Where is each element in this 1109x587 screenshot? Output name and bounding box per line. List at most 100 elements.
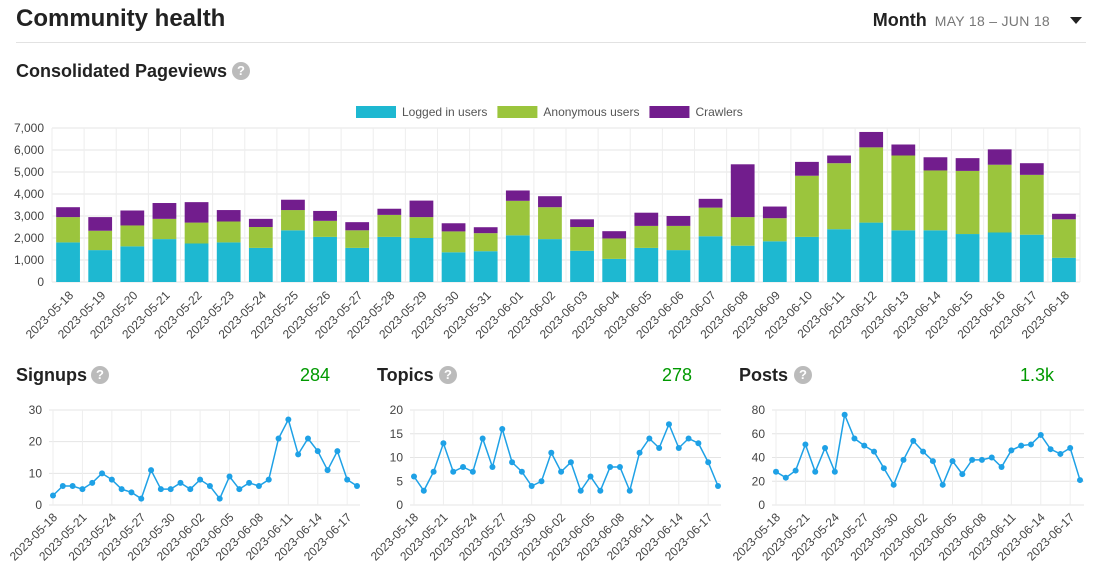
- bar: [345, 230, 370, 248]
- y-tick-label: 20: [752, 474, 766, 488]
- data-point: [861, 442, 868, 449]
- data-point: [646, 435, 653, 442]
- bar: [891, 155, 916, 231]
- bar: [602, 238, 627, 259]
- bar: [377, 208, 402, 215]
- bar: [955, 234, 980, 282]
- data-point: [1047, 446, 1054, 453]
- data-point: [1067, 445, 1074, 451]
- data-point: [792, 467, 799, 474]
- period-selector[interactable]: Month MAY 18 – JUN 18: [873, 10, 1086, 31]
- data-point: [890, 481, 897, 488]
- bar: [441, 252, 466, 282]
- data-point: [509, 459, 516, 466]
- data-point: [880, 465, 887, 472]
- data-point: [939, 481, 946, 488]
- y-tick-label: 0: [37, 275, 44, 289]
- bar: [987, 149, 1012, 165]
- bar: [955, 170, 980, 235]
- bar: [762, 218, 787, 242]
- data-point: [920, 448, 927, 455]
- bar: [184, 243, 209, 282]
- bar: [987, 232, 1012, 282]
- data-point: [314, 448, 321, 455]
- bar: [120, 246, 145, 282]
- bar: [441, 231, 466, 253]
- bar: [698, 198, 723, 208]
- data-point: [79, 486, 86, 493]
- y-tick-label: 20: [390, 403, 404, 417]
- question-circle-icon[interactable]: ?: [232, 62, 250, 80]
- y-tick-label: 0: [35, 498, 42, 512]
- legend-swatch: [649, 106, 690, 118]
- data-point: [334, 448, 341, 455]
- bar: [730, 217, 755, 246]
- bar: [859, 222, 884, 282]
- bar: [795, 161, 819, 176]
- bar: [538, 239, 562, 282]
- data-point: [440, 440, 447, 447]
- bar: [795, 236, 819, 282]
- bar: [409, 200, 434, 218]
- data-point: [246, 479, 253, 486]
- data-point: [99, 470, 106, 477]
- data-point: [969, 456, 976, 463]
- legend-swatch: [497, 106, 538, 118]
- bar: [88, 230, 113, 251]
- data-point: [50, 492, 56, 499]
- data-point: [59, 483, 66, 489]
- y-tick-label: 3,000: [14, 209, 44, 223]
- bar: [281, 199, 305, 211]
- data-point: [411, 473, 417, 480]
- data-point: [597, 487, 604, 494]
- bar: [859, 131, 884, 148]
- bar: [88, 217, 113, 231]
- data-point: [538, 478, 545, 485]
- data-point: [197, 476, 204, 483]
- question-circle-icon[interactable]: ?: [91, 366, 109, 384]
- data-point: [295, 451, 302, 458]
- data-point: [988, 454, 995, 461]
- data-point: [1027, 441, 1034, 448]
- bar: [730, 245, 755, 282]
- question-circle-icon[interactable]: ?: [439, 366, 457, 384]
- bar: [570, 250, 594, 282]
- y-tick-label: 2,000: [14, 231, 44, 245]
- period-range: MAY 18 – JUN 18: [934, 12, 1050, 29]
- topics-total-value: 278: [662, 365, 693, 385]
- bar: [730, 164, 755, 218]
- bar: [377, 214, 402, 237]
- bar: [216, 242, 241, 282]
- bar: [505, 235, 530, 282]
- bar: [473, 227, 498, 234]
- data-point: [167, 486, 174, 493]
- bar: [505, 190, 530, 201]
- bar: [441, 223, 466, 232]
- bar: [216, 221, 241, 243]
- data-point: [226, 473, 233, 480]
- legend-swatch: [356, 106, 396, 118]
- bar: [602, 258, 627, 282]
- data-point: [900, 456, 907, 463]
- data-point: [344, 476, 351, 483]
- bar: [248, 247, 273, 282]
- bar: [923, 230, 948, 282]
- bar: [538, 207, 562, 240]
- legend-label: Crawlers: [695, 105, 742, 119]
- bar: [1052, 257, 1076, 282]
- signups-title: Signups: [16, 365, 87, 385]
- data-point: [773, 468, 779, 475]
- data-point: [206, 483, 213, 489]
- question-circle-icon[interactable]: ?: [794, 366, 812, 384]
- bar: [216, 210, 241, 222]
- bar: [1052, 219, 1076, 258]
- bar: [955, 158, 980, 171]
- data-point: [695, 440, 702, 447]
- bar: [827, 163, 851, 230]
- data-point: [841, 411, 848, 418]
- bar: [827, 155, 851, 164]
- data-point: [236, 486, 243, 493]
- legend-label: Anonymous users: [543, 105, 639, 119]
- caret-down-icon[interactable]: [1070, 17, 1082, 24]
- data-point: [626, 487, 633, 494]
